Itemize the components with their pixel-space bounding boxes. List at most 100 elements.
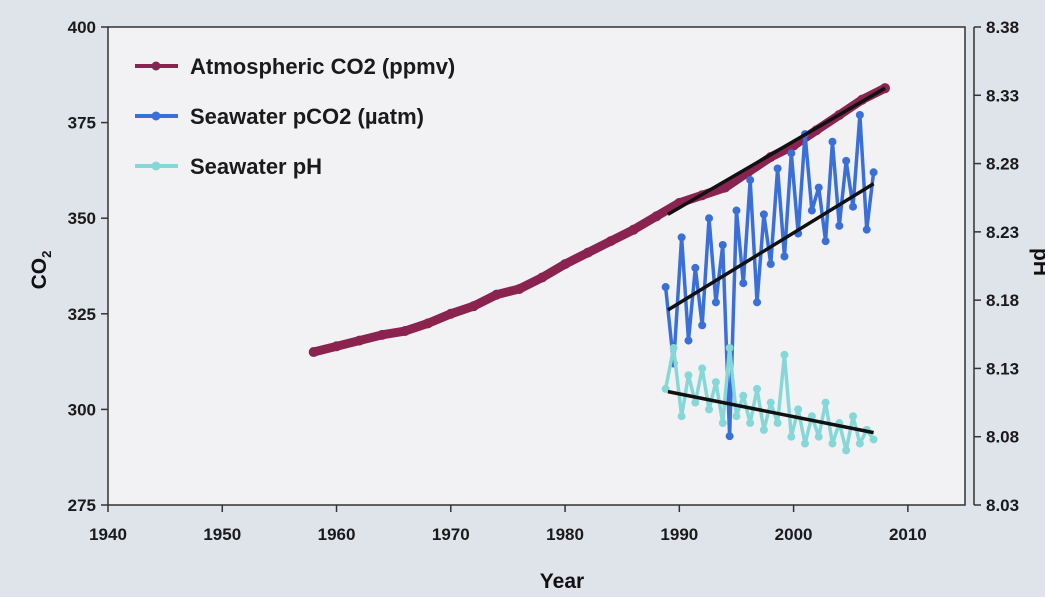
data-point	[759, 425, 768, 434]
data-point	[514, 283, 525, 294]
data-point	[869, 168, 878, 177]
data-point	[773, 164, 782, 173]
y-axis-title-subscript: 2	[39, 251, 54, 258]
data-point	[445, 308, 456, 319]
data-point	[691, 263, 700, 272]
data-point	[705, 405, 714, 414]
data-point	[855, 110, 864, 119]
data-point	[582, 247, 593, 258]
legend-item-seawater-ph: Seawater pH	[135, 154, 322, 179]
data-point	[753, 384, 762, 393]
x-tick-label: 1990	[660, 525, 698, 544]
series-0	[308, 83, 891, 358]
trend-line	[666, 182, 875, 312]
data-point	[651, 211, 662, 222]
data-point	[746, 175, 755, 184]
x-tick-label: 1950	[203, 525, 241, 544]
y2-tick-label: 8.38	[986, 18, 1019, 37]
y2-axis-title: pH	[1029, 248, 1045, 276]
legend-label-atmospheric-co2: Atmospheric CO2 (ppmv)	[190, 54, 455, 79]
data-point	[661, 384, 670, 393]
data-point	[705, 214, 714, 223]
y2-tick-label: 8.18	[986, 291, 1019, 310]
data-point	[780, 350, 789, 359]
y-tick-label: 375	[68, 114, 96, 133]
data-point	[842, 156, 851, 165]
data-point	[814, 432, 823, 441]
x-tick-label: 2000	[775, 525, 813, 544]
data-point	[855, 439, 864, 448]
x-tick-label: 1940	[89, 525, 127, 544]
data-point	[780, 252, 789, 261]
legend: Atmospheric CO2 (ppmv) Seawater pCO2 (µa…	[135, 54, 455, 179]
data-point	[491, 289, 502, 300]
data-point	[669, 343, 678, 352]
data-point	[725, 432, 734, 441]
data-point	[684, 371, 693, 380]
data-point	[331, 341, 342, 352]
data-point	[766, 260, 775, 269]
data-point	[377, 329, 388, 340]
data-point	[739, 391, 748, 400]
data-point	[787, 149, 796, 158]
data-point	[739, 279, 748, 288]
data-point	[842, 446, 851, 455]
data-point	[732, 206, 741, 215]
data-point	[828, 137, 837, 146]
series-layer	[308, 83, 891, 455]
y2-tick-label: 8.13	[986, 359, 1019, 378]
data-point	[835, 221, 844, 230]
data-point	[869, 435, 878, 444]
data-point	[746, 419, 755, 428]
data-point	[766, 398, 775, 407]
y-axis-right: 8.03 8.08 8.13 8.18 8.23 8.28 8.33 8.38	[974, 18, 1019, 515]
data-point	[468, 301, 479, 312]
data-point	[677, 412, 686, 421]
data-point	[698, 321, 707, 330]
data-point	[718, 240, 727, 249]
data-point	[354, 335, 365, 346]
data-point	[698, 364, 707, 373]
data-point	[753, 298, 762, 307]
trend-line	[667, 86, 886, 216]
y-tick-label: 350	[68, 209, 96, 228]
data-point	[807, 206, 816, 215]
data-point	[711, 378, 720, 387]
y-tick-label: 400	[68, 18, 96, 37]
data-point	[849, 412, 858, 421]
data-point	[862, 225, 871, 234]
data-point	[773, 419, 782, 428]
y-tick-label: 325	[68, 305, 96, 324]
trend-lines	[666, 86, 886, 435]
data-point	[628, 224, 639, 235]
x-axis: 1940 1950 1960 1970 1980 1990 2000 2010	[89, 505, 927, 544]
y2-tick-label: 8.28	[986, 155, 1019, 174]
data-point	[849, 202, 858, 211]
y-tick-label: 275	[68, 496, 96, 515]
y-axis-title: CO2	[28, 251, 54, 290]
data-point	[821, 237, 830, 246]
x-tick-label: 2010	[889, 525, 927, 544]
data-point	[794, 405, 803, 414]
data-point	[828, 439, 837, 448]
y2-tick-label: 8.33	[986, 86, 1019, 105]
data-point	[560, 259, 571, 270]
data-point	[732, 412, 741, 421]
data-point	[691, 398, 700, 407]
legend-item-atmospheric-co2: Atmospheric CO2 (ppmv)	[135, 54, 455, 79]
y-axis-left: 275 300 325 350 375 400	[68, 18, 108, 515]
series-2	[661, 343, 878, 455]
data-point	[677, 233, 686, 242]
y-tick-label: 300	[68, 400, 96, 419]
data-point	[711, 298, 720, 307]
data-point	[718, 419, 727, 428]
data-point	[400, 326, 411, 337]
x-tick-label: 1960	[318, 525, 356, 544]
data-point	[821, 398, 830, 407]
data-point	[720, 182, 731, 193]
x-tick-label: 1980	[546, 525, 584, 544]
data-point	[422, 318, 433, 329]
data-point	[308, 347, 319, 358]
data-point	[684, 336, 693, 345]
